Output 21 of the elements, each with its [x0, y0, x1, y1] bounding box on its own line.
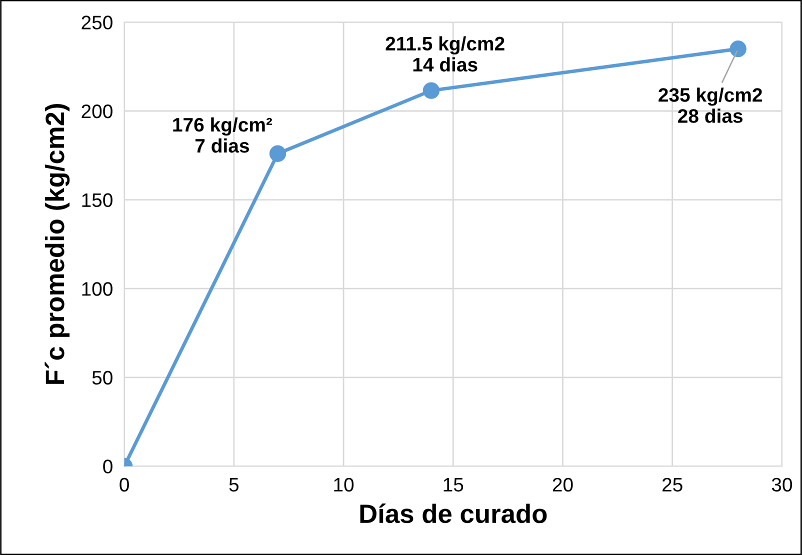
x-axis-title: Días de curado: [360, 504, 547, 524]
x-tick-label: 15: [444, 478, 464, 492]
annotation: 211.5 kg/cm2 14 dias: [386, 36, 504, 72]
x-tick-label: 0: [120, 478, 129, 492]
point: [269, 145, 286, 162]
x-tick-label: 20: [552, 478, 573, 492]
y-axis-title: F´c promedio (kg/cm2): [44, 104, 70, 384]
point: [730, 40, 746, 58]
y-tick-label: 100: [82, 282, 112, 296]
annotation: 176 kg/cm² 7 dias: [173, 117, 272, 153]
y-tick-label: 250: [82, 16, 112, 30]
annotation: 235 kg/cm2 28 dias: [658, 88, 762, 123]
y-tick-label: 150: [82, 193, 112, 208]
y-tick-label: 200: [82, 104, 112, 118]
x-tick-label: 25: [662, 478, 682, 492]
point: [422, 82, 440, 99]
x-tick-label: 5: [229, 478, 239, 492]
x-tick-label: 10: [334, 478, 354, 492]
x-tick-label: 30: [772, 478, 792, 492]
y-tick-label: 0: [103, 460, 112, 474]
y-tick-label: 50: [92, 370, 112, 385]
